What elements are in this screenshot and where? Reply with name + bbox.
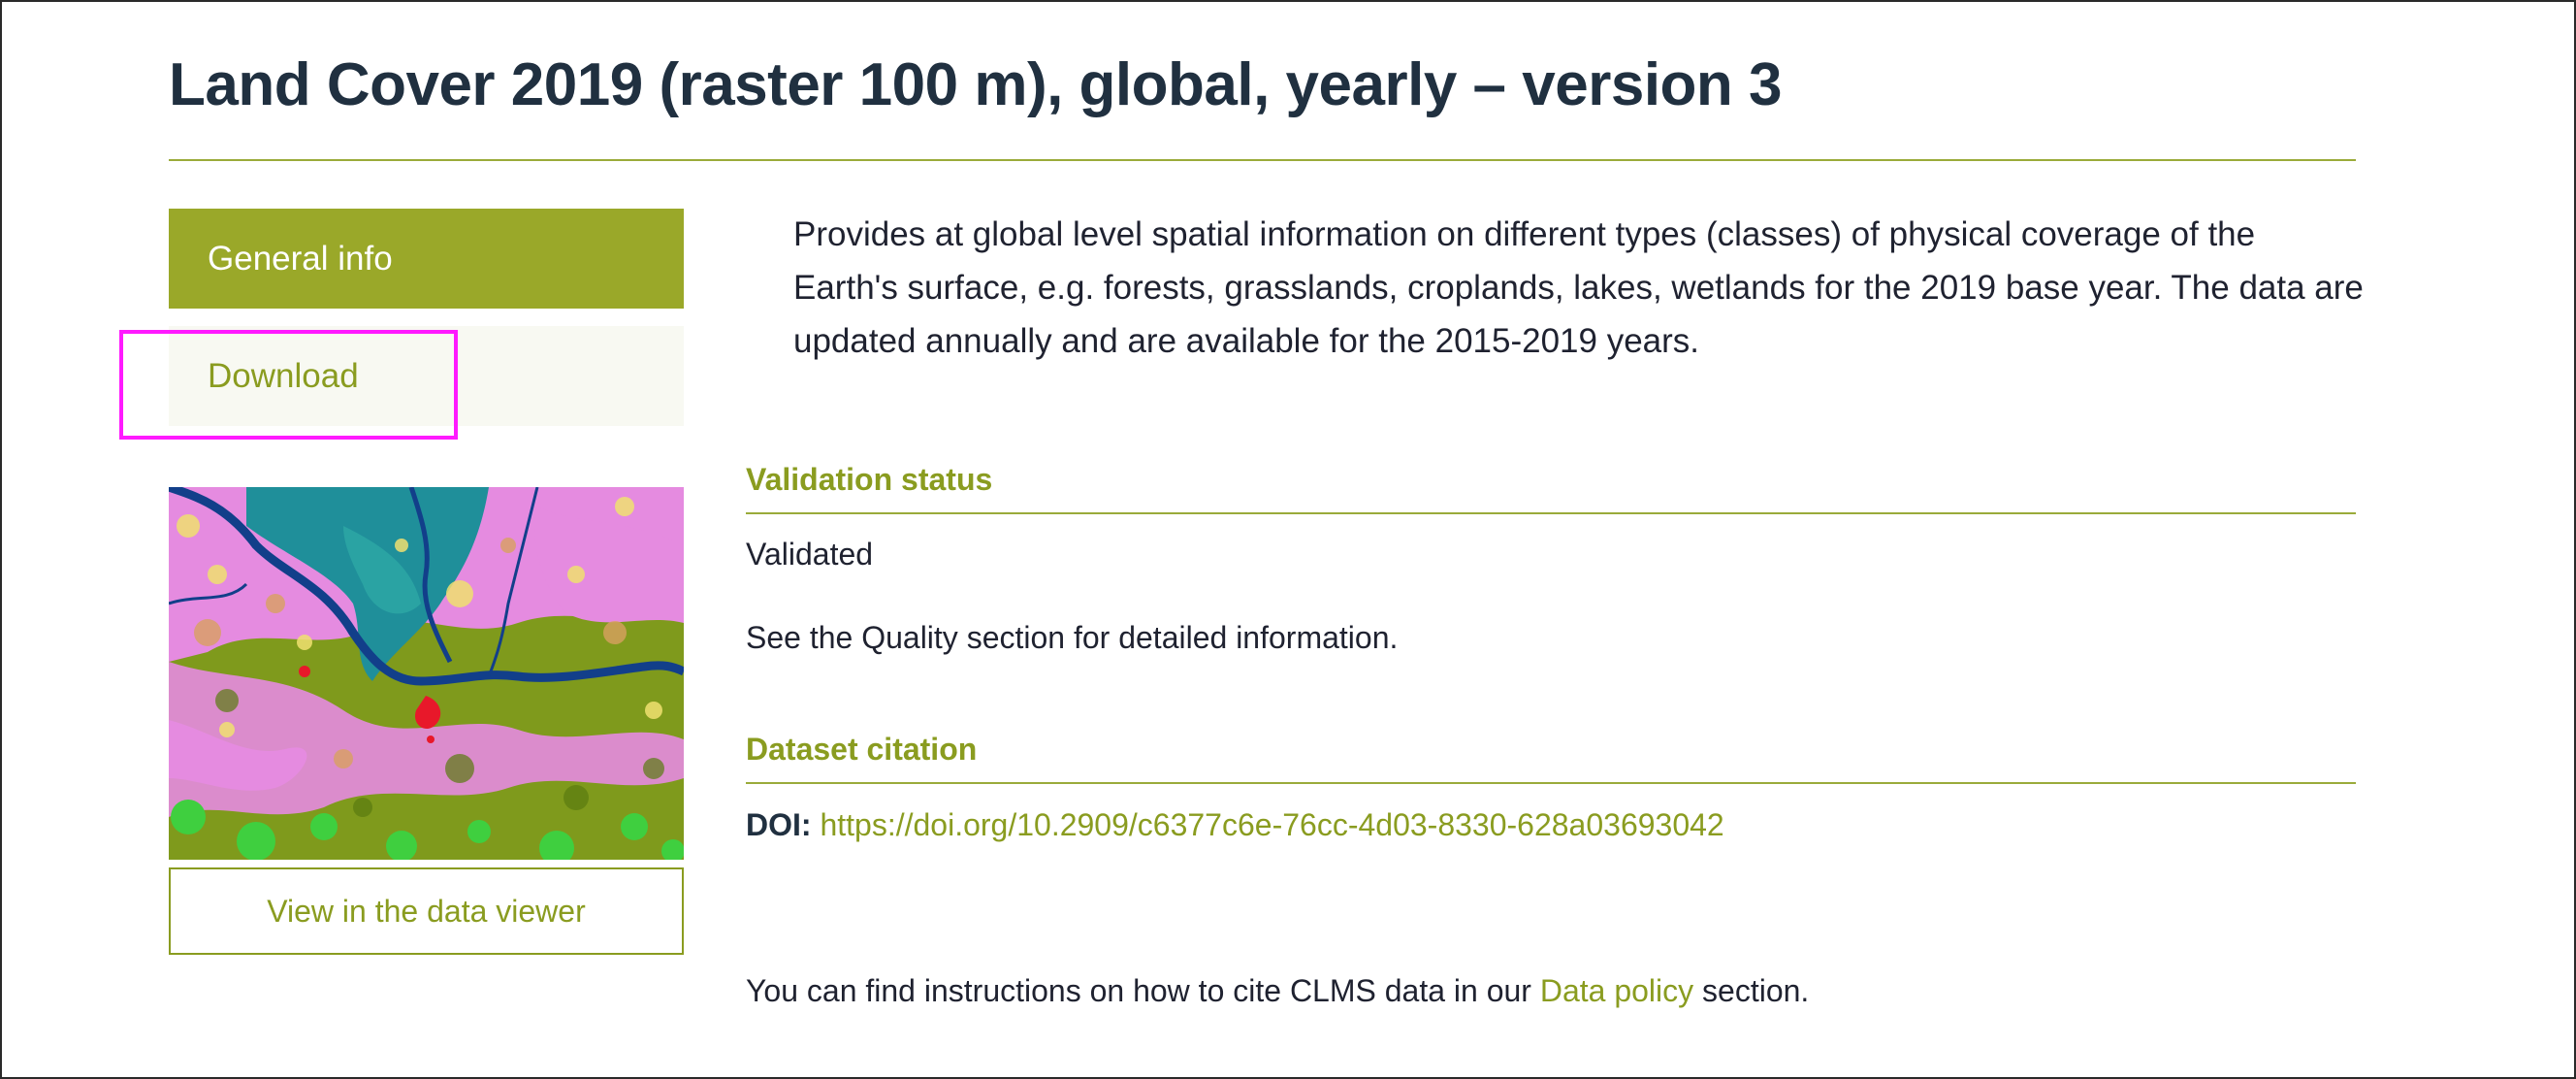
view-in-data-viewer-button[interactable]: View in the data viewer: [169, 867, 684, 955]
quality-note: See the Quality section for detailed inf…: [746, 620, 1399, 655]
data-policy-link[interactable]: Data policy: [1539, 973, 1694, 1008]
citation-divider: [746, 782, 2356, 784]
land-cover-map-thumbnail: [169, 487, 684, 860]
title-divider: [169, 159, 2356, 161]
page-title: Land Cover 2019 (raster 100 m), global, …: [169, 51, 1783, 118]
doi-label: DOI:: [746, 807, 812, 842]
sidebar-item-label: Download: [208, 356, 359, 395]
doi-link[interactable]: https://doi.org/10.2909/c6377c6e-76cc-4d…: [820, 807, 1724, 842]
doi-line: DOI: https://doi.org/10.2909/c6377c6e-76…: [746, 807, 1724, 843]
sidebar-item-label: General info: [208, 239, 393, 278]
sidebar-item-general-info[interactable]: General info: [169, 209, 684, 309]
citation-instructions-suffix: section.: [1702, 973, 1810, 1008]
citation-instructions: You can find instructions on how to cite…: [746, 973, 1809, 1009]
sidebar-item-download[interactable]: Download: [169, 326, 684, 426]
validation-status-value: Validated: [746, 537, 874, 572]
validation-status-heading: Validation status: [746, 462, 993, 497]
dataset-citation-heading: Dataset citation: [746, 732, 978, 767]
validation-divider: [746, 512, 2356, 514]
citation-instructions-prefix: You can find instructions on how to cite…: [746, 973, 1531, 1008]
dataset-description: Provides at global level spatial informa…: [793, 215, 2364, 360]
